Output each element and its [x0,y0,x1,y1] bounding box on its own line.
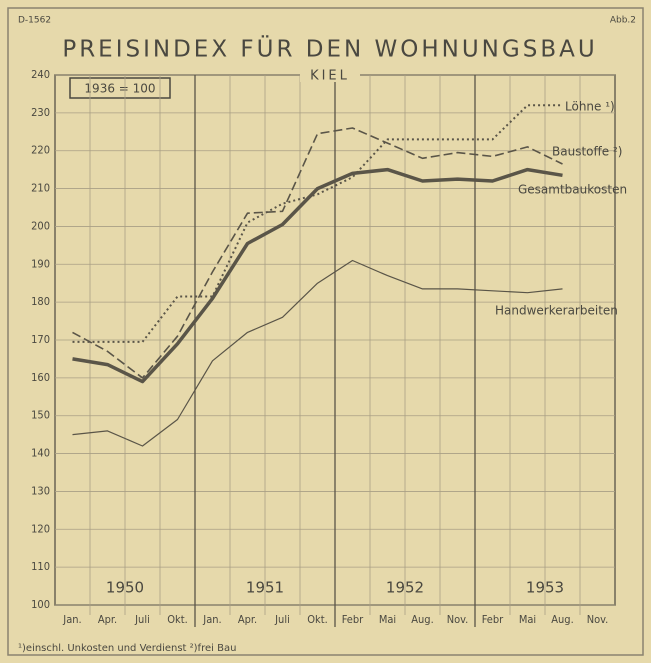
series-label: Löhne ¹) [565,100,615,114]
footnote: ¹)einschl. Unkosten und Verdienst ²)frei… [18,643,236,654]
series-label: Handwerkerarbeiten [495,304,618,318]
y-tick-label: 180 [31,295,50,308]
y-tick-label: 110 [31,560,50,573]
series-line [72,104,563,343]
x-tick-label: Jan. [62,613,81,626]
x-tick-label: Mai [519,613,536,626]
x-tick-label: Apr. [98,613,117,626]
y-tick-label: 240 [31,68,50,81]
series-line [72,167,563,384]
x-tick-label: Okt. [167,613,188,626]
x-tick-label: Aug. [411,613,433,626]
x-tick-label: Nov. [587,613,609,626]
y-tick-label: 160 [31,371,50,384]
y-tick-label: 200 [31,219,50,232]
x-tick-label: Febr [342,613,364,626]
x-tick-label: Apr. [238,613,257,626]
chart-title: PREISINDEX FÜR DEN WOHNUNGSBAU [62,35,597,63]
y-tick-label: 140 [31,447,50,460]
x-tick-label: Aug. [551,613,573,626]
base-note: 1936 = 100 [84,82,155,96]
y-tick-label: 210 [31,182,50,195]
year-label: 1953 [526,579,564,597]
base-box [69,77,171,99]
series-line [72,127,563,379]
y-tick-label: 120 [31,522,50,535]
y-tick-label: 190 [31,257,50,270]
year-label: 1952 [386,579,424,597]
year-label: 1951 [246,579,284,597]
subtitle-bg [300,70,360,82]
series-label: Gesamtbaukosten [518,183,627,197]
figure-number: Abb.2 [610,16,636,26]
x-tick-label: Febr [482,613,504,626]
code: D-1562 [18,16,51,26]
y-tick-label: 220 [31,144,50,157]
x-tick-label: Jan. [202,613,221,626]
y-tick-label: 100 [31,598,50,611]
frame [7,7,644,656]
x-tick-label: Nov. [447,613,469,626]
x-tick-label: Juli [134,613,150,626]
x-tick-label: Juli [274,613,290,626]
y-tick-label: 230 [31,106,50,119]
y-tick-label: 130 [31,484,50,497]
y-tick-label: 170 [31,333,50,346]
year-label: 1950 [106,579,144,597]
x-tick-label: Okt. [307,613,328,626]
subtitle: KIEL [310,69,350,84]
series-label: Baustoffe ²) [552,145,622,159]
y-tick-label: 150 [31,409,50,422]
x-tick-label: Mai [379,613,396,626]
series-line [72,259,563,447]
